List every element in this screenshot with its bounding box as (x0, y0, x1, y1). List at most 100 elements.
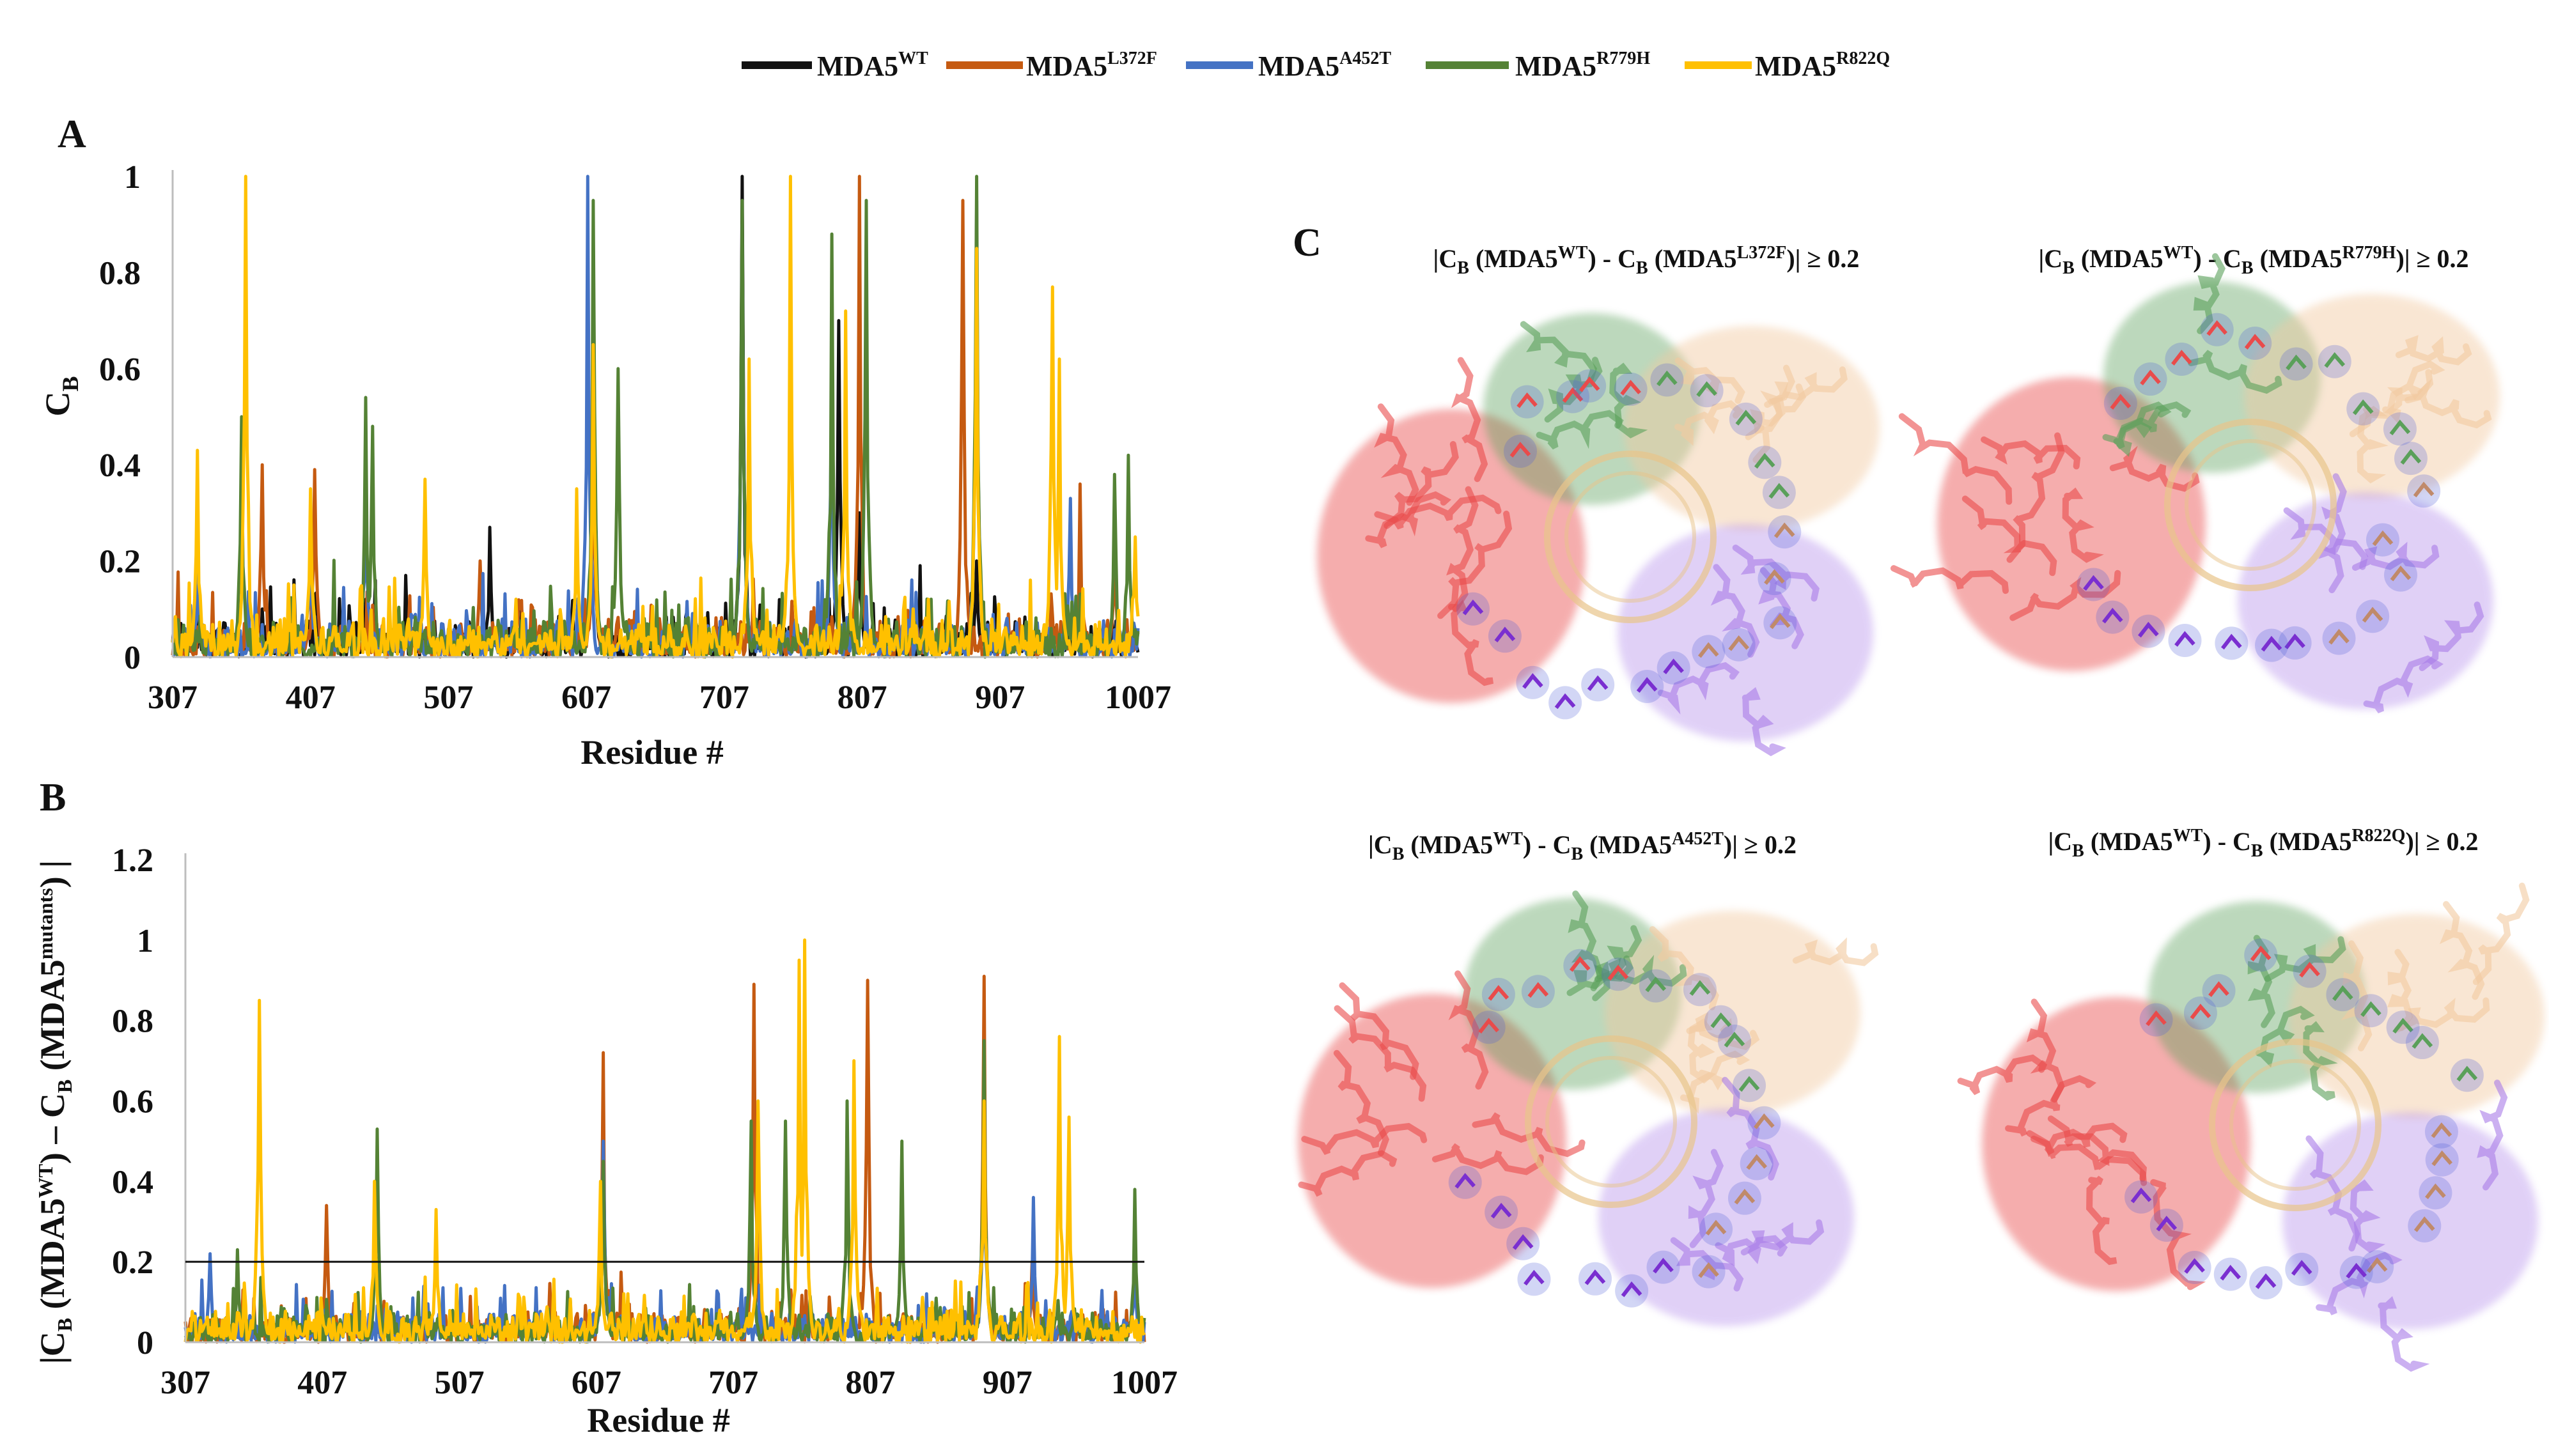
residue-stick (1569, 956, 1591, 972)
rna-ring-inner (2229, 1059, 2361, 1191)
x-tick-label: 507 (435, 1365, 485, 1401)
helix-ribbon (1609, 362, 1648, 438)
residue-surface (1699, 1212, 1733, 1246)
helix-ribbon (2419, 601, 2484, 671)
legend-item-a452t: MDA5A452T (1186, 49, 1391, 82)
residue-surface (1740, 1147, 1773, 1181)
helix-ribbon (1339, 982, 1419, 1080)
helix-ribbon (2256, 1005, 2315, 1068)
helix-ribbon (2188, 350, 2282, 394)
chart-a-series (171, 174, 1140, 659)
series-line-mda5r822q (171, 174, 1140, 659)
residue-surface (2366, 523, 2399, 557)
chart-a-axes: 307 407 507 607 707 807 907 1007 0 0.2 0.4 0.6 0.8 1 (99, 159, 1171, 716)
residue-stick (1607, 964, 1629, 981)
residue-surface (2408, 1209, 2442, 1243)
residue-surface (2249, 1266, 2283, 1299)
helix-ribbon (2026, 998, 2065, 1103)
residue-stick (2360, 1001, 2381, 1018)
panel-label-a: A (58, 112, 86, 156)
y-tick-label: 0 (137, 1325, 153, 1361)
residue-stick (1527, 982, 1549, 998)
residue-stick (1587, 675, 1609, 692)
residue-stick (2413, 481, 2435, 498)
residue-surface (2183, 996, 2217, 1030)
y-tick-label: 0.6 (99, 352, 141, 388)
y-tick-label: 1.2 (112, 842, 153, 879)
helix-ribbon (1740, 1219, 1825, 1256)
legend-label-a452t: MDA5A452T (1258, 49, 1391, 82)
structure-title-r822q: |CB (MDA5WT) - CB (MDA5R822Q)| ≥ 0.2 (2048, 826, 2478, 861)
helix-ribbon (1742, 687, 1786, 757)
helix-ribbon (2472, 882, 2530, 986)
helix-ribbon (1446, 486, 1479, 612)
x-tick-label: 707 (699, 679, 749, 716)
residue-stick (1512, 1234, 1534, 1250)
protein-structure-l372f (1317, 313, 1880, 757)
helix-ribbon (2387, 949, 2413, 1032)
residue-surface (1650, 363, 1684, 397)
residue-stick (2140, 369, 2161, 385)
residue-surface (2346, 392, 2380, 426)
helix-ribbon (2357, 405, 2389, 484)
residue-stick (2083, 575, 2104, 591)
residue-surface (1614, 372, 1648, 406)
residue-stick (2390, 565, 2412, 582)
residue-stick (2261, 635, 2282, 652)
panel-label-c: C (1293, 221, 1321, 265)
residue-surface (2405, 1026, 2439, 1060)
helix-ribbon (1649, 926, 1719, 1011)
residue-surface (2139, 1003, 2173, 1037)
residue-surface (1729, 402, 1763, 436)
residue-surface (1516, 665, 1550, 699)
residue-surface (2360, 1250, 2394, 1283)
helix-ribbon (2363, 655, 2444, 713)
chart-a-xlabel: Residue # (581, 733, 724, 771)
legend-label-r779h: MDA5R779H (1515, 49, 1650, 82)
helix-ribbon (2316, 1251, 2403, 1315)
helix-ribbon (2351, 541, 2440, 571)
residue-stick (2412, 1033, 2433, 1049)
residue-stick (1754, 453, 1775, 469)
residue-stick (2425, 1183, 2446, 1200)
helix-ribbon (1758, 567, 1804, 649)
helix-ribbon (2009, 569, 2121, 621)
helix-ribbon (1520, 321, 1598, 382)
residue-surface (2279, 347, 2313, 381)
residue-surface (2424, 1115, 2458, 1149)
residue-surface (1581, 668, 1615, 702)
residue-stick (2431, 1150, 2452, 1166)
x-tick-label: 407 (286, 679, 336, 716)
helix-ribbon (2005, 1075, 2097, 1137)
helix-ribbon (2150, 1179, 2206, 1290)
residue-surface (1521, 975, 1555, 1009)
helix-ribbon (1961, 495, 2057, 577)
residue-surface (2386, 1011, 2420, 1044)
y-tick-label: 0.6 (112, 1084, 153, 1120)
residue-surface (1563, 949, 1597, 982)
residue-surface (2200, 313, 2234, 346)
residue-stick (1584, 1269, 1606, 1285)
residue-stick (2284, 633, 2305, 649)
residue-surface (1485, 1195, 1518, 1229)
rna-ring (1544, 451, 1717, 623)
structure-panel-a452t: |CB (MDA5WT) - CB (MDA5A452T)| ≥ 0.2 (1298, 829, 1879, 1326)
structure-title-r779h: |CB (MDA5WT) - CB (MDA5R779H)| ≥ 0.2 (2038, 243, 2468, 278)
domain-blob (2282, 1112, 2538, 1329)
residue-stick (2389, 419, 2411, 436)
domain-blob (2238, 492, 2493, 709)
residue-stick (2102, 607, 2123, 624)
residue-surface (1692, 635, 1726, 669)
residue-surface (2165, 343, 2199, 376)
residue-stick (2220, 1264, 2241, 1281)
helix-ribbon (1448, 600, 1494, 686)
helix-ribbon (1301, 1122, 1428, 1156)
helix-ribbon (2102, 401, 2192, 450)
chart-b: 307 407 507 607 707 807 907 1007 0 0.2 0.4 0.6 0.8 1 1… (33, 842, 1178, 1439)
residue-stick (1663, 658, 1684, 674)
helix-ribbon (2477, 1080, 2508, 1191)
rna-ring-inner (1564, 471, 1696, 603)
x-tick-label: 807 (845, 1365, 895, 1401)
helix-ribbon (1732, 545, 1820, 602)
residue-stick (2250, 945, 2272, 962)
